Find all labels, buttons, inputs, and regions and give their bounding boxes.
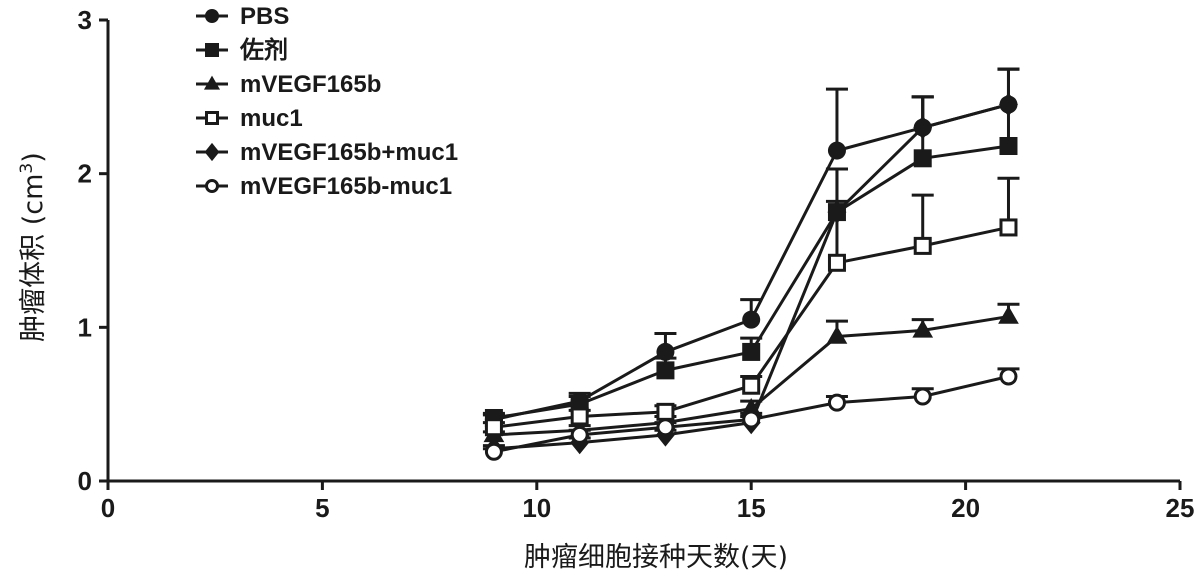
legend-marker [205, 111, 219, 125]
legend-marker [203, 75, 221, 90]
data-point [827, 393, 846, 412]
series-4 [482, 176, 1020, 437]
x-tick-label: 0 [101, 493, 115, 523]
legend-label: mVEGF165b+muc1 [240, 139, 458, 166]
x-tick-label: 25 [1166, 493, 1195, 523]
data-point [656, 402, 675, 421]
data-point [913, 149, 932, 168]
data-point [999, 92, 1018, 117]
plot-area [482, 67, 1020, 461]
data-point [999, 367, 1018, 386]
legend: PBS 佐剂 mVEGF165b muc1 mVEGF165b+muc1 mVEGF165… [196, 3, 458, 200]
x-tick-label: 10 [522, 493, 551, 523]
data-point [484, 418, 503, 437]
data-point [827, 253, 846, 272]
legend-item: mVEGF165b [196, 71, 381, 98]
legend-item: PBS [196, 3, 289, 30]
y-axis-title-end: ) [18, 152, 49, 163]
data-point [484, 442, 503, 461]
data-point [656, 418, 675, 437]
x-tick-label: 5 [315, 493, 329, 523]
legend-marker [205, 43, 219, 57]
legend-item: mVEGF165b+muc1 [196, 139, 458, 166]
x-tick-label: 20 [951, 493, 980, 523]
data-point [742, 376, 761, 395]
data-point [570, 425, 589, 444]
data-point [742, 310, 761, 329]
legend-label: PBS [240, 3, 289, 30]
data-point [742, 342, 761, 361]
data-point [827, 200, 847, 224]
y-axis-title-main: 肿瘤体积 (cm [18, 174, 49, 342]
legend-label: muc1 [240, 105, 303, 132]
legend-label: mVEGF165b [240, 71, 381, 98]
axes: 0 5 10 15 20 25 0 1 2 3 [78, 5, 1195, 523]
x-tick-label: 15 [737, 493, 766, 523]
data-point [742, 410, 761, 429]
legend-item: 佐剂 [196, 36, 288, 64]
y-tick-label: 2 [78, 159, 92, 189]
x-axis-title: 肿瘤细胞接种天数(天) [524, 542, 788, 573]
data-point [656, 361, 675, 380]
data-point [998, 305, 1019, 324]
legend-marker [205, 9, 219, 23]
legend-label: 佐剂 [239, 36, 288, 64]
y-tick-label: 0 [78, 466, 92, 496]
data-point [826, 325, 848, 344]
data-point [913, 236, 932, 255]
data-point [913, 387, 932, 406]
y-tick-label: 1 [78, 312, 92, 342]
series-6 [482, 367, 1020, 461]
data-point [913, 115, 933, 140]
legend-item: muc1 [196, 105, 303, 132]
data-point [912, 319, 934, 338]
data-point [570, 407, 589, 426]
legend-marker [205, 179, 219, 193]
data-point [656, 342, 675, 361]
data-point [999, 218, 1018, 237]
legend-marker [204, 142, 220, 162]
data-point [827, 141, 846, 160]
legend-item: mVEGF165b-muc1 [196, 173, 452, 200]
legend-label: mVEGF165b-muc1 [240, 173, 452, 200]
y-tick-label: 3 [78, 5, 92, 35]
y-axis-title-superscript: 3 [17, 163, 37, 174]
data-point [999, 137, 1018, 156]
y-axis-title: 肿瘤体积 (cm3) [17, 152, 49, 342]
